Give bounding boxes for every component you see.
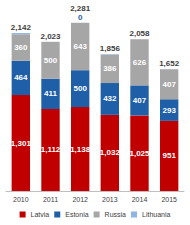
svg-text:1,652: 1,652 <box>159 59 180 68</box>
svg-text:Lithuania: Lithuania <box>142 211 171 218</box>
svg-text:2013: 2013 <box>102 196 118 203</box>
svg-text:1,856: 1,856 <box>100 44 121 53</box>
svg-text:Latvia: Latvia <box>31 211 50 218</box>
svg-text:2,142: 2,142 <box>11 23 32 32</box>
svg-text:2015: 2015 <box>161 196 177 203</box>
svg-text:1,032: 1,032 <box>100 148 121 157</box>
svg-text:2012: 2012 <box>72 196 88 203</box>
svg-text:407: 407 <box>133 96 147 105</box>
svg-text:360: 360 <box>14 43 28 52</box>
svg-text:951: 951 <box>162 151 176 160</box>
svg-text:2,281: 2,281 <box>70 4 91 13</box>
svg-text:432: 432 <box>103 94 117 103</box>
svg-text:464: 464 <box>14 73 28 82</box>
svg-text:Russia: Russia <box>105 211 127 218</box>
svg-text:2010: 2010 <box>13 196 29 203</box>
svg-text:411: 411 <box>44 89 57 98</box>
svg-text:0: 0 <box>78 13 83 22</box>
svg-text:500: 500 <box>73 84 87 93</box>
svg-text:293: 293 <box>162 106 176 115</box>
svg-text:2011: 2011 <box>43 196 58 203</box>
svg-text:1,301: 1,301 <box>11 139 32 148</box>
svg-text:386: 386 <box>103 64 117 73</box>
svg-text:2014: 2014 <box>132 196 148 203</box>
svg-text:626: 626 <box>133 58 147 67</box>
svg-text:2,023: 2,023 <box>40 32 61 41</box>
svg-text:Estonia: Estonia <box>65 211 88 218</box>
svg-text:500: 500 <box>44 56 58 65</box>
svg-text:407: 407 <box>162 80 176 89</box>
svg-text:2,058: 2,058 <box>129 29 150 38</box>
svg-text:1,112: 1,112 <box>41 145 61 154</box>
svg-text:1,025: 1,025 <box>129 149 150 158</box>
svg-text:1,138: 1,138 <box>70 145 91 154</box>
svg-text:643: 643 <box>73 42 87 51</box>
